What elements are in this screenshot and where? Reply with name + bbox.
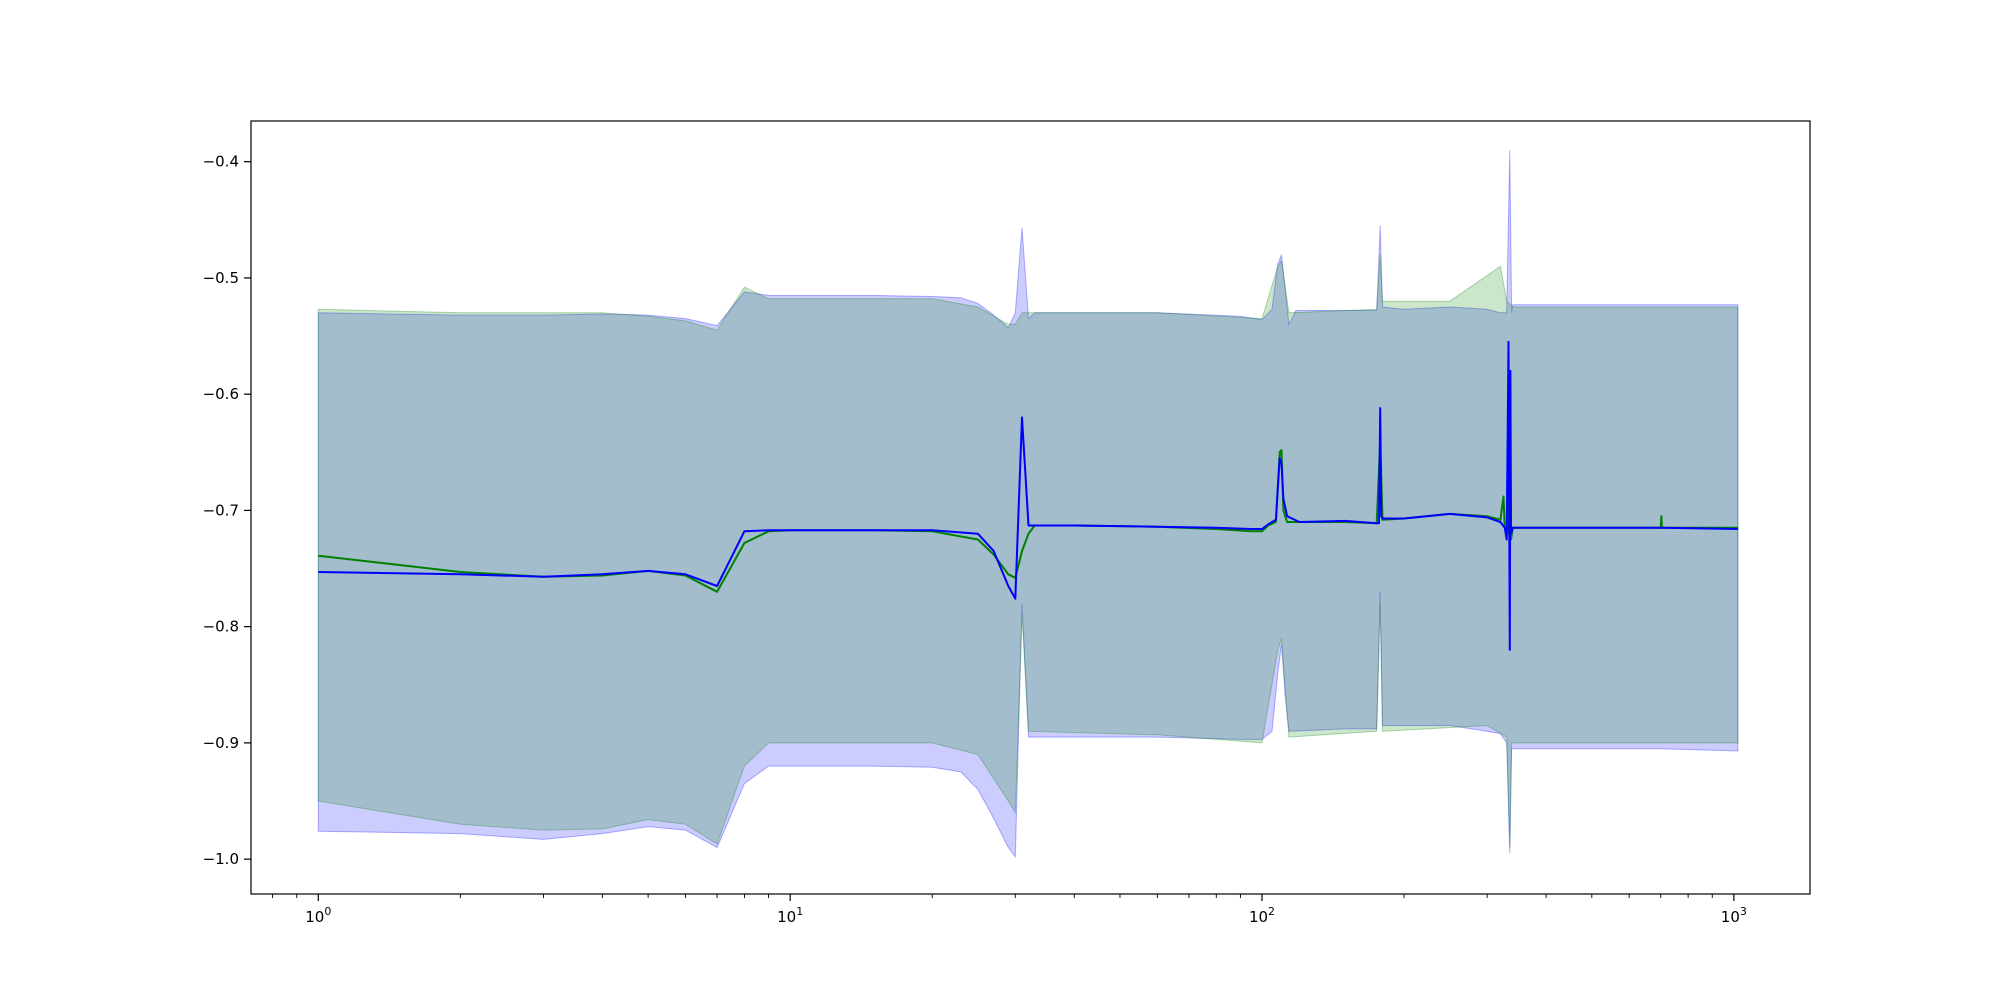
- x-tick-exponent: 0: [324, 905, 331, 918]
- x-tick-label: 102: [1249, 905, 1275, 926]
- plot-area: [317, 150, 1739, 859]
- x-tick-exponent: 2: [1268, 905, 1275, 918]
- x-tick-label: 100: [305, 905, 331, 926]
- y-tick-label: −0.5: [203, 269, 239, 287]
- x-tick-base: 10: [1249, 908, 1268, 926]
- series-lines: [318, 340, 1738, 651]
- band-2: [317, 254, 1739, 848]
- series-line-2: [318, 340, 1738, 651]
- y-tick-label: −1.0: [203, 850, 239, 868]
- y-tick-label: −0.6: [203, 385, 239, 403]
- x-axis: 100 101 102 103: [272, 894, 1747, 926]
- y-tick-label: −0.4: [203, 153, 239, 171]
- x-tick-base: 10: [305, 908, 324, 926]
- y-axis: −0.4 −0.5 −0.6 −0.7 −0.8 −0.9 −1.0: [203, 153, 251, 868]
- y-tick-label: −0.8: [203, 618, 239, 636]
- y-tick-label: −0.9: [203, 734, 239, 752]
- x-tick-label: 103: [1721, 905, 1747, 926]
- x-tick-exponent: 1: [796, 905, 803, 918]
- y-tick-label: −0.7: [203, 501, 239, 519]
- x-tick-base: 10: [777, 908, 796, 926]
- x-tick-base: 10: [1721, 908, 1740, 926]
- x-tick-exponent: 3: [1740, 905, 1747, 918]
- axes-frame: [250, 120, 1811, 895]
- x-tick-label: 101: [777, 905, 803, 926]
